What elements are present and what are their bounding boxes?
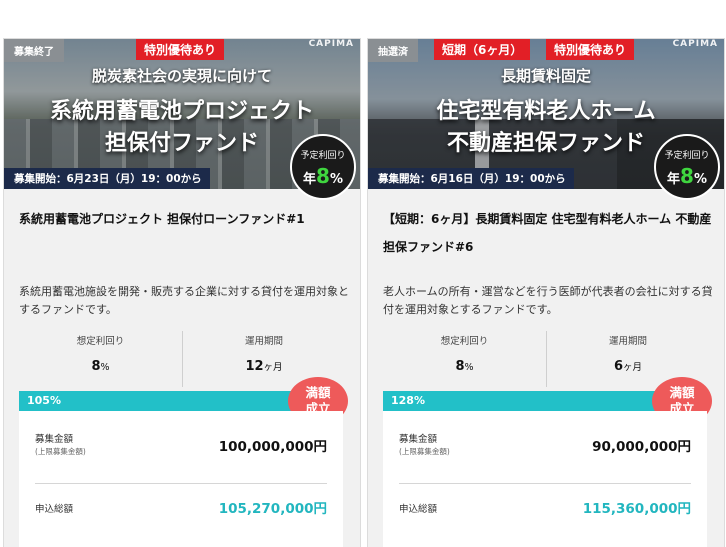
banner-headline-sub: 脱炭素社会の実現に向けて <box>91 67 272 85</box>
recruitment-start-label: 募集開始：6月16日（月）19：00から <box>368 168 574 189</box>
recruitment-amount-row: 募集金額 (上限募集金額) 100,000,000円 <box>35 431 327 473</box>
recruitment-amount-row: 募集金額 (上限募集金額) 90,000,000円 <box>399 431 691 473</box>
fund-description: 系統用蓄電池施設を開発・販売する企業に対する貸付を運用対象とするファンドです。 <box>19 285 349 316</box>
yield-badge-label: 予定利回り <box>664 151 710 161</box>
fund-metrics: 想定利回り 8% 運用期間 12ヶ月 <box>19 331 345 387</box>
promo-tag: 短期（6ヶ月） <box>434 39 531 60</box>
amount-value: 100,000,000円 <box>218 439 327 455</box>
metric-expected-yield: 想定利回り 8% <box>19 331 182 387</box>
banner-headline-sub: 長期賃料固定 <box>500 67 591 85</box>
funding-progress-bar: 128% <box>383 391 707 411</box>
fund-metrics: 想定利回り 8% 運用期間 6ヶ月 <box>383 331 709 387</box>
yield-badge-value: 8 <box>680 164 694 188</box>
banner-headline-main: 住宅型有料老人ホーム <box>436 99 656 124</box>
progress-fill <box>19 391 343 411</box>
brand-logo: CAPIMA <box>672 39 718 49</box>
total-application-row: 申込総額 105,270,000円 <box>35 497 327 521</box>
amount-sublabel: (上限募集金額) <box>399 447 450 456</box>
total-application-row: 申込総額 115,360,000円 <box>399 497 691 521</box>
divider <box>35 483 327 484</box>
progress-percent: 128% <box>391 394 425 407</box>
promo-tag: 特別優待あり <box>546 39 635 60</box>
funding-progress-bar: 105% <box>19 391 343 411</box>
fund-description: 老人ホームの所有・運営などを行う医師が代表者の会社に対する貸付を運用対象とするフ… <box>383 285 713 316</box>
metric-value: 12 <box>245 359 264 374</box>
metric-label: 運用期間 <box>244 336 283 347</box>
progress-percent: 105% <box>27 394 61 407</box>
fund-title[interactable]: 系統用蓄電池プロジェクト 担保付ローンファンド#1 <box>19 212 305 226</box>
fund-card[interactable]: 抽選済 短期（6ヶ月） 特別優待あり CAPIMA 長期賃料固定 住宅型有料老人… <box>367 38 725 547</box>
amount-label: 募集金額 <box>399 434 438 445</box>
brand-logo: CAPIMA <box>308 39 354 49</box>
total-value: 115,360,000円 <box>582 501 691 517</box>
banner-headline-main-2: 担保付ファンド <box>104 131 259 156</box>
fund-banner-image[interactable]: 抽選済 短期（6ヶ月） 特別優待あり CAPIMA 長期賃料固定 住宅型有料老人… <box>368 39 724 189</box>
metric-term: 運用期間 12ヶ月 <box>182 331 345 387</box>
progress-fill <box>383 391 707 411</box>
metric-label: 想定利回り <box>76 336 125 347</box>
status-badge: 抽選済 <box>368 39 418 62</box>
metric-expected-yield: 想定利回り 8% <box>383 331 546 387</box>
yield-badge: 予定利回り 年8% <box>654 134 720 200</box>
amount-value: 90,000,000円 <box>592 439 691 455</box>
amount-summary: 募集金額 (上限募集金額) 90,000,000円 申込総額 115,360,0… <box>383 411 707 547</box>
recruitment-start-label: 募集開始：6月23日（月）19：00から <box>4 168 210 189</box>
amount-label: 募集金額 <box>35 434 74 445</box>
divider <box>399 483 691 484</box>
metric-value: 8 <box>91 359 101 374</box>
yield-badge-value: 8 <box>316 164 330 188</box>
promo-tag: 特別優待あり <box>136 39 225 60</box>
yield-badge: 予定利回り 年8% <box>290 134 356 200</box>
fund-title[interactable]: 【短期：6ヶ月】長期賃料固定 住宅型有料老人ホーム 不動産担保ファンド#6 <box>383 212 712 254</box>
banner-headline-main: 系統用蓄電池プロジェクト <box>49 99 314 124</box>
total-value: 105,270,000円 <box>218 501 327 517</box>
yield-badge-label: 予定利回り <box>300 151 346 161</box>
amount-summary: 募集金額 (上限募集金額) 100,000,000円 申込総額 105,270,… <box>19 411 343 547</box>
metric-label: 想定利回り <box>440 336 489 347</box>
metric-value: 6 <box>613 359 624 374</box>
amount-sublabel: (上限募集金額) <box>35 447 86 456</box>
fund-card[interactable]: 募集終了 特別優待あり CAPIMA 脱炭素社会の実現に向けて 系統用蓄電池プロ… <box>3 38 361 547</box>
metric-label: 運用期間 <box>608 336 647 347</box>
metric-value: 8 <box>455 359 465 374</box>
total-label: 申込総額 <box>399 504 438 515</box>
banner-headline-main-2: 不動産担保ファンド <box>446 131 645 156</box>
status-badge: 募集終了 <box>4 39 64 62</box>
metric-term: 運用期間 6ヶ月 <box>546 331 709 387</box>
total-label: 申込総額 <box>35 504 74 515</box>
